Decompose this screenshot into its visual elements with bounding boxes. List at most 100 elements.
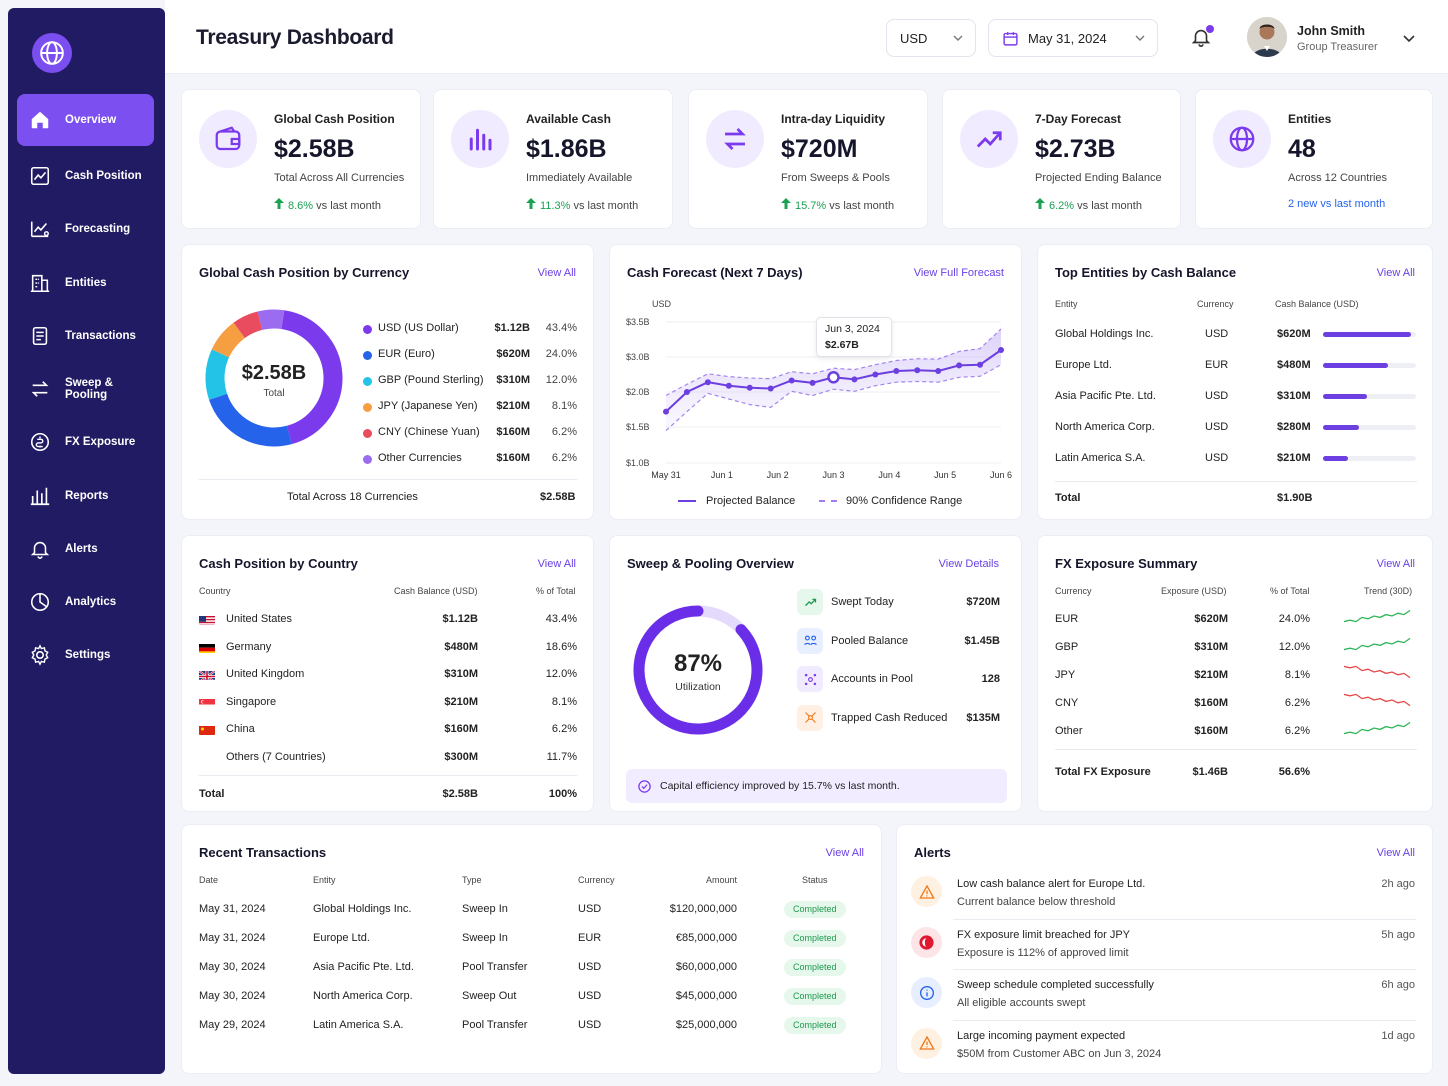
data-point[interactable] <box>935 368 942 374</box>
currency-amount: $310M <box>496 374 530 386</box>
data-point[interactable] <box>683 389 690 395</box>
alert-item[interactable]: Low cash balance alert for Europe Ltd. Cu… <box>953 876 1418 912</box>
data-point[interactable] <box>914 367 921 374</box>
gear-icon <box>29 644 51 666</box>
alert-item[interactable]: Large incoming payment expected $50M from… <box>953 1028 1418 1064</box>
data-point[interactable] <box>851 376 858 383</box>
calendar-icon <box>1003 31 1018 46</box>
view-details-link[interactable]: View Details <box>938 558 999 570</box>
country-pct: 11.7% <box>546 750 577 763</box>
date-picker[interactable]: May 31, 2024 <box>988 19 1158 57</box>
donut-slice <box>211 322 246 358</box>
sidebar-item-forecasting[interactable]: Forecasting <box>17 203 154 255</box>
trend-up-sparkline <box>1343 635 1412 653</box>
balance-bar-fill <box>1323 425 1359 430</box>
highlighted-point[interactable] <box>827 371 840 384</box>
data-point[interactable] <box>809 379 816 386</box>
data-point[interactable] <box>998 347 1004 353</box>
data-point[interactable] <box>893 368 900 374</box>
entities-card: Top Entities by Cash Balance View All En… <box>1037 244 1433 520</box>
sweep-value: $720M <box>966 596 1000 608</box>
entity-name: Europe Ltd. <box>1055 359 1112 371</box>
sidebar-item-label: Alerts <box>65 543 98 555</box>
balance-bar-fill <box>1323 394 1367 399</box>
sidebar-item-entities[interactable]: Entities <box>17 257 154 309</box>
sweep-card: Sweep & Pooling Overview View Details 87… <box>609 535 1022 812</box>
currency-name: CNY (Chinese Yuan) <box>378 426 480 438</box>
view-all-link[interactable]: View All <box>825 847 864 859</box>
tx-type: Pool Transfer <box>462 961 528 973</box>
sidebar-item-analytics[interactable]: Analytics <box>17 576 154 628</box>
avatar[interactable] <box>1247 17 1287 57</box>
data-point[interactable] <box>956 362 963 369</box>
tx-amount: €85,000,000 <box>675 932 737 944</box>
data-point[interactable] <box>725 382 732 389</box>
sidebar-item-reports[interactable]: Reports <box>17 470 154 522</box>
data-point[interactable] <box>746 384 753 391</box>
data-point[interactable] <box>704 379 711 386</box>
view-full-forecast-link[interactable]: View Full Forecast <box>913 267 1004 279</box>
check-circle-icon <box>638 780 651 793</box>
sidebar-item-label: Reports <box>65 490 109 502</box>
balance-bar-track <box>1323 394 1416 399</box>
alert-item[interactable]: Sweep schedule completed successfully All… <box>953 977 1418 1013</box>
sweep-label: Pooled Balance <box>831 634 909 647</box>
pool-icon <box>797 627 823 654</box>
entity-name: Global Holdings Inc. <box>1055 328 1154 340</box>
tx-currency: USD <box>578 990 602 1002</box>
donut-slice <box>233 311 263 339</box>
notifications-button[interactable] <box>1190 25 1214 50</box>
tx-date: May 31, 2024 <box>199 903 266 915</box>
legend-projected: Projected Balance <box>706 495 796 507</box>
view-all-link[interactable]: View All <box>1376 847 1415 859</box>
sidebar-item-label: Analytics <box>65 596 117 608</box>
view-all-link[interactable]: View All <box>537 558 576 570</box>
card-title: Alerts <box>914 845 951 860</box>
kpi-change-pct: 15.7% <box>795 200 827 212</box>
kpi-label: Entities <box>1288 112 1332 126</box>
sidebar-item-transactions[interactable]: Transactions <box>17 310 154 362</box>
sidebar-item-fx-exposure[interactable]: FX Exposure <box>17 416 154 468</box>
alert-item[interactable]: FX exposure limit breached for JPY Exposu… <box>953 927 1418 963</box>
card-title: Global Cash Position by Currency <box>199 265 410 280</box>
kpi-subtitle: Projected Ending Balance <box>1035 172 1162 184</box>
sidebar-item-sweep-pooling[interactable]: Sweep & Pooling <box>17 363 154 415</box>
data-point[interactable] <box>977 361 984 368</box>
trend-up-sparkline <box>1343 719 1412 737</box>
tx-amount: $45,000,000 <box>675 990 737 1002</box>
tx-date: May 31, 2024 <box>199 932 266 944</box>
col-header-entity: Entity <box>313 875 336 885</box>
y-axis-label: USD <box>652 299 672 309</box>
user-name: John Smith <box>1297 24 1366 38</box>
fx-pct: 6.2% <box>1284 697 1310 709</box>
user-menu-chevron-icon[interactable] <box>1403 35 1415 42</box>
fx-exposure: $310M <box>1194 641 1228 653</box>
fx-pct: 6.2% <box>1284 725 1310 737</box>
currency-amount: $620M <box>496 348 530 360</box>
data-point[interactable] <box>788 377 795 384</box>
currency-name: JPY (Japanese Yen) <box>378 400 478 412</box>
currency-select[interactable]: USD <box>886 19 976 57</box>
kpi-subtitle: Immediately Available <box>526 172 633 184</box>
tx-type: Sweep Out <box>462 990 517 1002</box>
sidebar-item-overview[interactable]: Overview <box>17 94 154 146</box>
sidebar-item-cash-position[interactable]: Cash Position <box>17 150 154 202</box>
donut-center-value: $2.58B <box>241 362 307 384</box>
data-point[interactable] <box>872 371 879 378</box>
currency-pct: 6.2% <box>551 426 577 438</box>
view-all-link[interactable]: View All <box>1376 267 1415 279</box>
fx-currency: GBP <box>1055 641 1079 653</box>
data-point[interactable] <box>663 408 669 415</box>
kpi-change: 15.7% vs last month <box>781 198 894 212</box>
tx-entity: Latin America S.A. <box>313 1019 404 1031</box>
entities-total-value: $1.90B <box>1277 492 1313 504</box>
top-header: Treasury Dashboard USD May 31, 2024 John… <box>165 0 1448 74</box>
fx-exposure: $620M <box>1194 613 1228 625</box>
data-point[interactable] <box>767 385 774 392</box>
donut-slice <box>281 310 343 445</box>
view-all-link[interactable]: View All <box>537 267 576 279</box>
sidebar-item-settings[interactable]: Settings <box>17 629 154 681</box>
utilization-label: Utilization <box>675 681 721 693</box>
view-all-link[interactable]: View All <box>1376 558 1415 570</box>
sidebar-item-alerts[interactable]: Alerts <box>17 523 154 575</box>
